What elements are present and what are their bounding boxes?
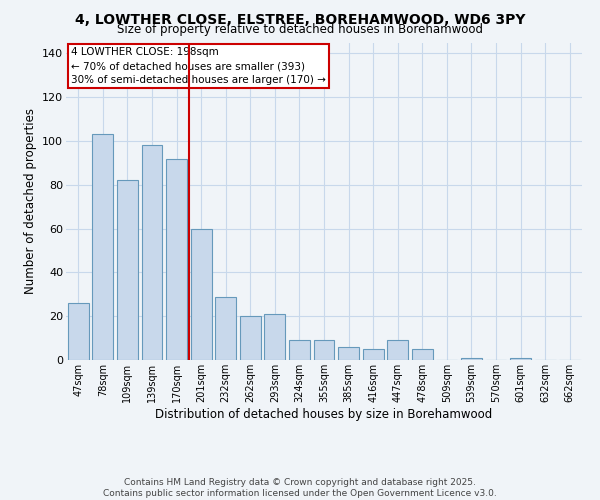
- X-axis label: Distribution of detached houses by size in Borehamwood: Distribution of detached houses by size …: [155, 408, 493, 420]
- Bar: [265, 314, 286, 360]
- Text: 4, LOWTHER CLOSE, ELSTREE, BOREHAMWOOD, WD6 3PY: 4, LOWTHER CLOSE, ELSTREE, BOREHAMWOOD, …: [75, 12, 525, 26]
- Bar: [240, 316, 261, 360]
- Y-axis label: Number of detached properties: Number of detached properties: [23, 108, 37, 294]
- Bar: [338, 347, 359, 360]
- Text: Size of property relative to detached houses in Borehamwood: Size of property relative to detached ho…: [117, 24, 483, 36]
- Text: Contains HM Land Registry data © Crown copyright and database right 2025.
Contai: Contains HM Land Registry data © Crown c…: [103, 478, 497, 498]
- Bar: [92, 134, 113, 360]
- Bar: [142, 146, 163, 360]
- Bar: [387, 340, 408, 360]
- Bar: [289, 340, 310, 360]
- Bar: [117, 180, 138, 360]
- Text: 4 LOWTHER CLOSE: 198sqm
← 70% of detached houses are smaller (393)
30% of semi-d: 4 LOWTHER CLOSE: 198sqm ← 70% of detache…: [71, 48, 326, 86]
- Bar: [461, 358, 482, 360]
- Bar: [510, 358, 531, 360]
- Bar: [215, 296, 236, 360]
- Bar: [314, 340, 334, 360]
- Bar: [68, 303, 89, 360]
- Bar: [362, 349, 383, 360]
- Bar: [166, 158, 187, 360]
- Bar: [191, 228, 212, 360]
- Bar: [412, 349, 433, 360]
